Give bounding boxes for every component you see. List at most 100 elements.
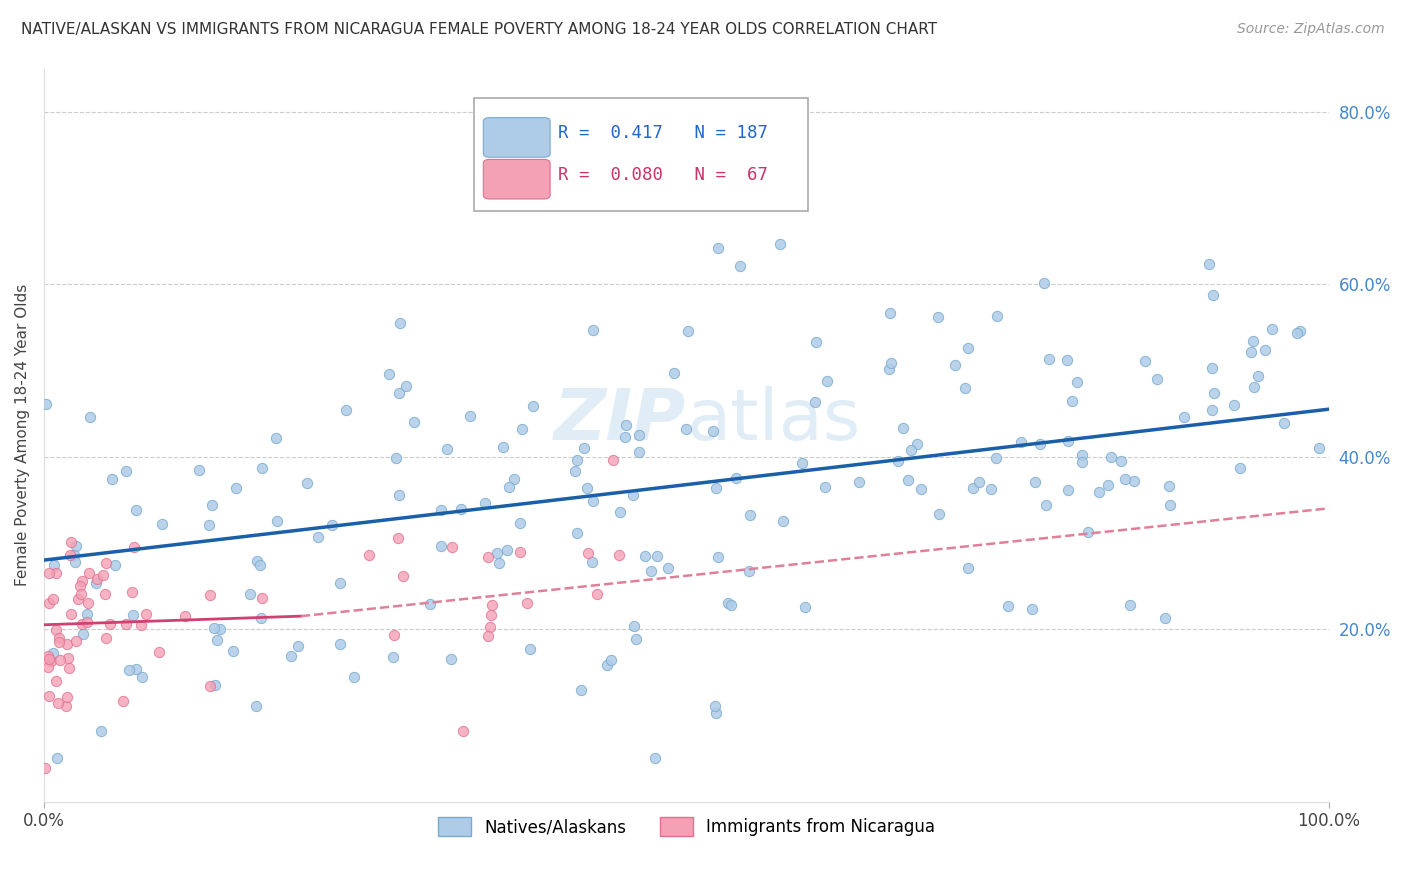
Point [45, 624, 67, 638]
Point [1201, 288, 1223, 302]
Point [84, 575, 107, 590]
Point [627, 428, 650, 442]
Point [450, 502, 472, 516]
Point [1308, 441, 1330, 455]
Point [624, 632, 647, 646]
Point [1070, 455, 1092, 469]
Point [1201, 403, 1223, 417]
Point [56, 651, 79, 665]
Point [114, 465, 136, 479]
Point [101, 472, 124, 486]
Point [645, 549, 668, 563]
Point [609, 548, 631, 562]
Point [627, 444, 650, 458]
Point [1114, 472, 1136, 486]
Point [702, 424, 724, 438]
Point [280, 648, 302, 663]
Point [76, 596, 98, 610]
Point [79, 409, 101, 424]
Point [596, 658, 619, 673]
Point [69, 579, 91, 593]
Point [124, 503, 146, 517]
Point [419, 597, 441, 611]
Point [45, 566, 67, 581]
Point [46, 751, 69, 765]
Point [481, 598, 503, 612]
Legend: Natives/Alaskans, Immigrants from Nicaragua: Natives/Alaskans, Immigrants from Nicara… [429, 809, 943, 845]
Point [956, 561, 979, 575]
Point [879, 306, 901, 320]
Point [1159, 498, 1181, 512]
Point [381, 650, 404, 665]
Point [1021, 602, 1043, 616]
Point [1146, 372, 1168, 386]
Point [945, 359, 967, 373]
Point [803, 395, 825, 409]
Point [72, 574, 94, 588]
Point [77, 566, 100, 581]
Point [392, 569, 415, 583]
Point [67, 592, 90, 607]
FancyBboxPatch shape [484, 160, 550, 199]
Point [122, 541, 145, 555]
Point [1056, 483, 1078, 497]
Point [509, 516, 531, 530]
Point [707, 241, 730, 255]
Point [49, 653, 72, 667]
Point [125, 662, 148, 676]
Point [38, 689, 60, 703]
Point [1066, 375, 1088, 389]
Point [1057, 434, 1080, 448]
Point [389, 316, 412, 330]
Point [63, 555, 86, 569]
Point [569, 683, 592, 698]
Point [440, 540, 463, 554]
Point [451, 724, 474, 739]
Point [496, 543, 519, 558]
Point [249, 558, 271, 573]
Point [1123, 474, 1146, 488]
Point [76, 607, 98, 622]
Point [38, 651, 60, 665]
Point [382, 628, 405, 642]
Point [56, 637, 79, 651]
Point [1285, 326, 1308, 340]
Point [70, 617, 93, 632]
Point [602, 453, 624, 467]
Text: Source: ZipAtlas.com: Source: ZipAtlas.com [1237, 22, 1385, 37]
Point [436, 442, 458, 457]
Point [34, 761, 56, 775]
Point [72, 626, 94, 640]
Point [205, 632, 228, 647]
Point [42, 646, 65, 660]
Point [792, 457, 814, 471]
Point [60, 535, 83, 549]
Point [1032, 276, 1054, 290]
Point [307, 530, 329, 544]
Point [94, 587, 117, 601]
Point [720, 598, 742, 612]
Y-axis label: Female Poverty Among 18-24 Year Olds: Female Poverty Among 18-24 Year Olds [15, 284, 30, 586]
Point [794, 599, 817, 614]
Point [1010, 435, 1032, 450]
Point [1119, 598, 1142, 612]
Point [706, 550, 728, 565]
Point [600, 653, 623, 667]
Point [250, 591, 273, 605]
Point [586, 586, 609, 600]
Point [887, 453, 910, 467]
Point [1289, 324, 1312, 338]
Point [1062, 393, 1084, 408]
Point [329, 637, 352, 651]
Point [519, 641, 541, 656]
Point [208, 622, 231, 636]
Text: R =  0.080   N =  67: R = 0.080 N = 67 [558, 166, 768, 184]
Point [440, 652, 463, 666]
Point [1097, 478, 1119, 492]
Point [388, 385, 411, 400]
Point [187, 463, 209, 477]
Point [266, 514, 288, 528]
Point [201, 498, 224, 512]
Point [492, 440, 515, 454]
Point [378, 367, 401, 381]
